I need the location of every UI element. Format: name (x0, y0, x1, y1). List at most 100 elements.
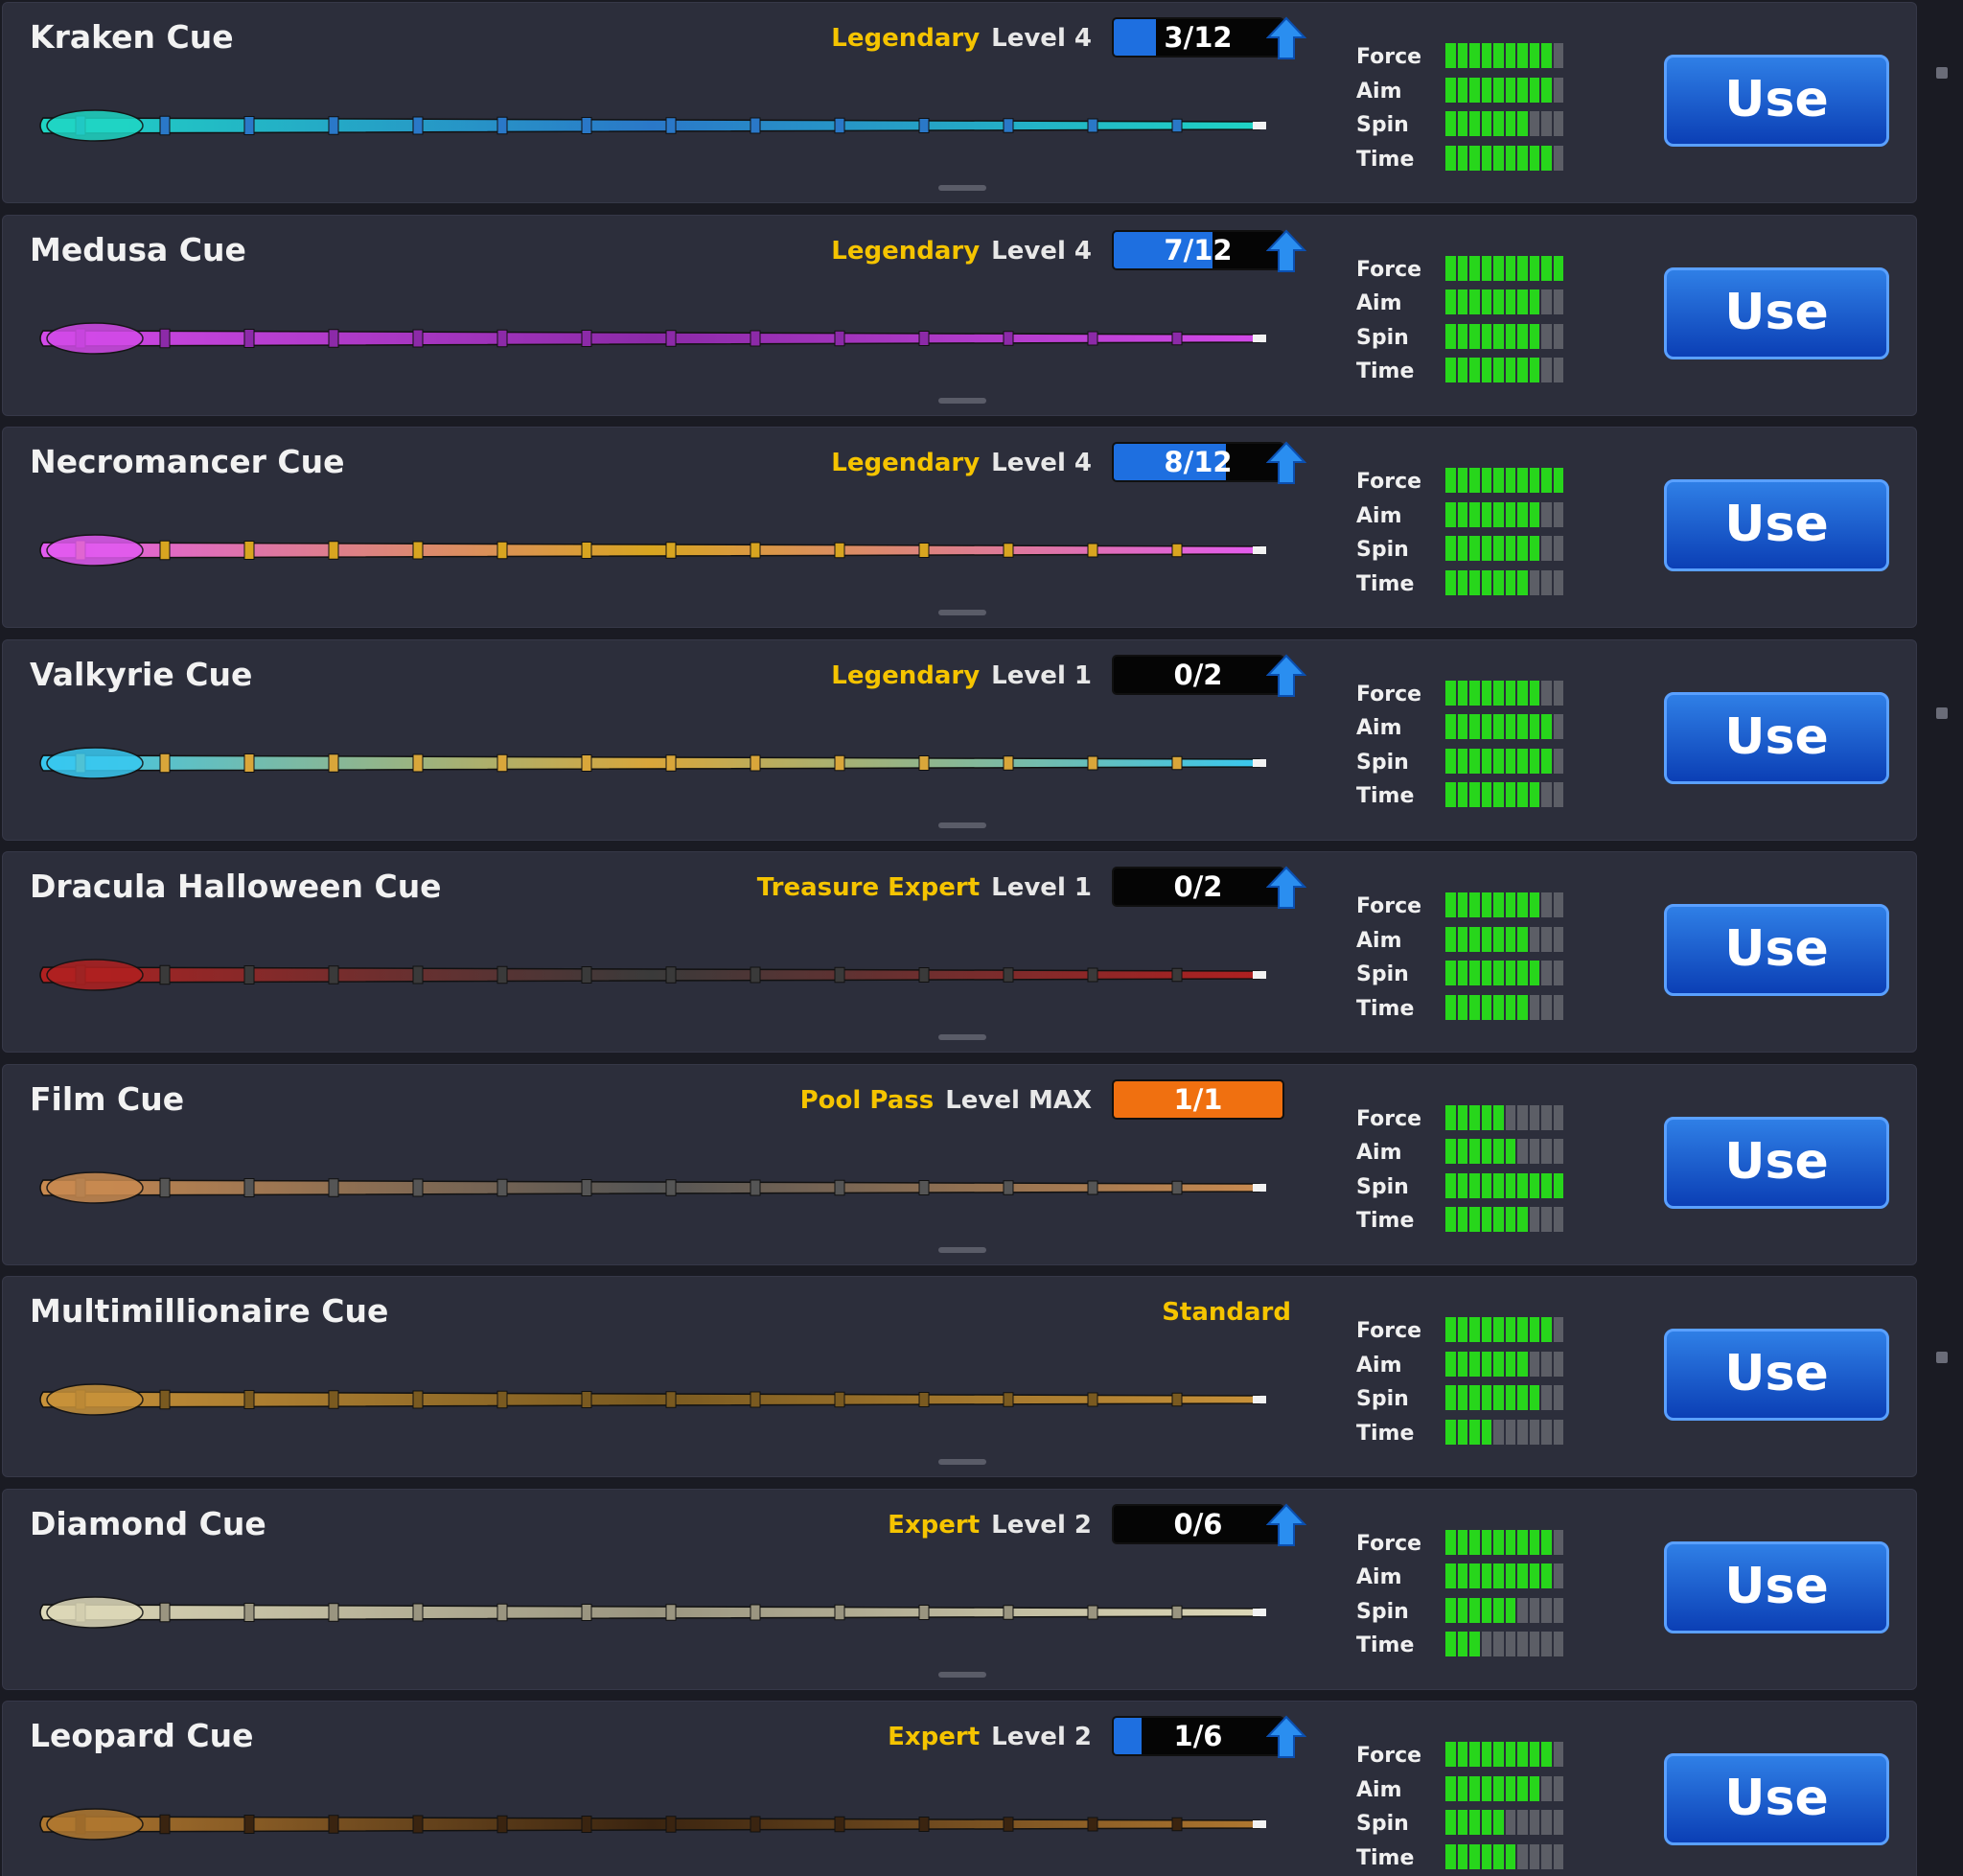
stat-bar (1445, 1742, 1563, 1767)
progress-label: 1/1 (1173, 1082, 1223, 1116)
use-button[interactable]: Use (1664, 479, 1889, 571)
use-button[interactable]: Use (1664, 691, 1889, 784)
cue-butt (46, 534, 144, 567)
stat-segment (1517, 145, 1528, 171)
stat-segment (1541, 323, 1552, 349)
cue-ring (834, 1179, 845, 1195)
stat-segment (1481, 43, 1491, 68)
stat-segment (1481, 680, 1491, 706)
stat-label: Force (1356, 682, 1422, 706)
upgrade-arrow[interactable] (1266, 654, 1306, 698)
upgrade-arrow[interactable] (1266, 1503, 1306, 1547)
stat-segment (1445, 323, 1456, 349)
cue-name: Dracula Halloween Cue (30, 868, 442, 905)
stat-bar (1445, 145, 1563, 171)
stat-segment (1493, 1207, 1504, 1232)
stat-segment (1469, 1351, 1480, 1377)
stat-segment (1529, 501, 1539, 527)
rarity: Standard (1162, 1298, 1291, 1327)
stat-segment (1445, 145, 1456, 171)
stat-segment (1517, 43, 1528, 68)
use-button[interactable]: Use (1664, 1329, 1889, 1421)
stat-segment (1469, 1632, 1480, 1656)
scrollbar (1927, 0, 1955, 1876)
stat-bar (1445, 1597, 1563, 1623)
stat-segment (1505, 290, 1515, 314)
progress-label: 0/2 (1173, 658, 1223, 691)
upgrade-arrow[interactable] (1266, 16, 1306, 60)
progress-label: 8/12 (1164, 446, 1233, 478)
stat-segment (1541, 536, 1552, 561)
progress-fill (1114, 1080, 1282, 1118)
cue-name: Diamond Cue (30, 1504, 266, 1542)
cue-card: Medusa Cue Legendary Level 4 7/12 Force Aim Sp… (2, 214, 1917, 416)
level: Level 4 (991, 236, 1092, 266)
stat-label: Force (1356, 470, 1422, 494)
cue-ring (1003, 118, 1014, 133)
stat-segment (1517, 1843, 1528, 1869)
cue-ring (834, 754, 845, 771)
cue-ring (665, 329, 677, 347)
stat-segment (1481, 1385, 1491, 1410)
cue-tip (1253, 1396, 1266, 1403)
cue-list: Kraken Cue Legendary Level 4 3/12 Force Aim Sp… (2, 2, 1917, 1876)
use-button[interactable]: Use (1664, 266, 1889, 359)
rarity: Legendary (831, 449, 981, 477)
stat-segment (1493, 680, 1504, 706)
stat-bar (1445, 1385, 1563, 1410)
use-button[interactable]: Use (1664, 1753, 1889, 1845)
stat-label: Force (1356, 1106, 1422, 1131)
stat-bar (1445, 111, 1563, 136)
stat-segment (1529, 1597, 1539, 1623)
stat-segment (1493, 892, 1504, 917)
stat-segment (1505, 358, 1515, 382)
level: Level 4 (991, 24, 1092, 53)
arrow-shape (1266, 1503, 1306, 1546)
use-button[interactable]: Use (1664, 1540, 1889, 1633)
cue-tip (1253, 1820, 1266, 1828)
cue-ring (243, 1177, 255, 1197)
upgrade-arrow[interactable] (1266, 441, 1306, 485)
stat-segment (1517, 468, 1528, 493)
upgrade-arrow[interactable] (1266, 229, 1306, 273)
use-button[interactable]: Use (1664, 904, 1889, 996)
stat-segment (1553, 569, 1563, 595)
use-button[interactable]: Use (1664, 1116, 1889, 1209)
stat-segment (1517, 1775, 1528, 1801)
stat-segment (1517, 1529, 1528, 1555)
stat-label: Time (1356, 784, 1415, 808)
upgrade-arrow[interactable] (1266, 866, 1306, 910)
stat-segment (1457, 1207, 1467, 1232)
stat-segment (1541, 1843, 1552, 1869)
stat-bar (1445, 1172, 1563, 1198)
cue-card: Kraken Cue Legendary Level 4 3/12 Force Aim Sp… (2, 2, 1917, 203)
stat-segment (1529, 1529, 1539, 1555)
stat-segment (1517, 892, 1528, 917)
stat-segment (1457, 994, 1467, 1020)
cue-ring (497, 329, 508, 347)
cue-ring (918, 118, 930, 133)
stat-segment (1445, 111, 1456, 136)
use-button[interactable]: Use (1664, 55, 1889, 147)
cue-ring (834, 966, 845, 984)
stat-segment (1469, 994, 1480, 1020)
stat-segment (1493, 714, 1504, 739)
stat-bar (1445, 569, 1563, 595)
cue-ring (581, 329, 592, 347)
arrow-shape (1266, 654, 1306, 697)
cue-butt (46, 746, 144, 779)
stat-segment (1541, 994, 1552, 1020)
cue-ring (918, 330, 930, 346)
upgrade-arrow[interactable] (1266, 1715, 1306, 1759)
stat-segment (1517, 255, 1528, 281)
cue-ring (1087, 543, 1098, 558)
cue-ring (1087, 755, 1098, 770)
stat-segment (1469, 1172, 1480, 1198)
drag-handle (938, 1246, 986, 1253)
cue-ring (328, 328, 339, 348)
stat-segment (1529, 714, 1539, 739)
stat-segment (1529, 1742, 1539, 1767)
arrow-shape (1266, 441, 1306, 484)
stat-segment (1445, 1529, 1456, 1555)
stat-segment (1529, 1419, 1539, 1445)
